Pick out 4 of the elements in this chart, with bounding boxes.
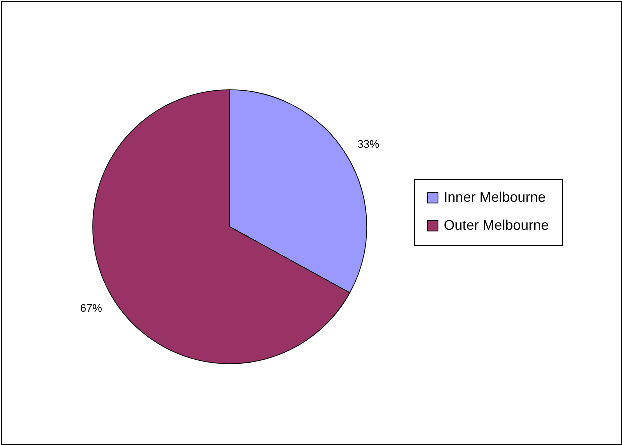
data-label: 67% [80, 302, 103, 315]
data-label: 33% [358, 139, 380, 152]
legend-label: Outer Melbourne [444, 217, 550, 233]
legend-label: Inner Melbourne [444, 189, 546, 205]
